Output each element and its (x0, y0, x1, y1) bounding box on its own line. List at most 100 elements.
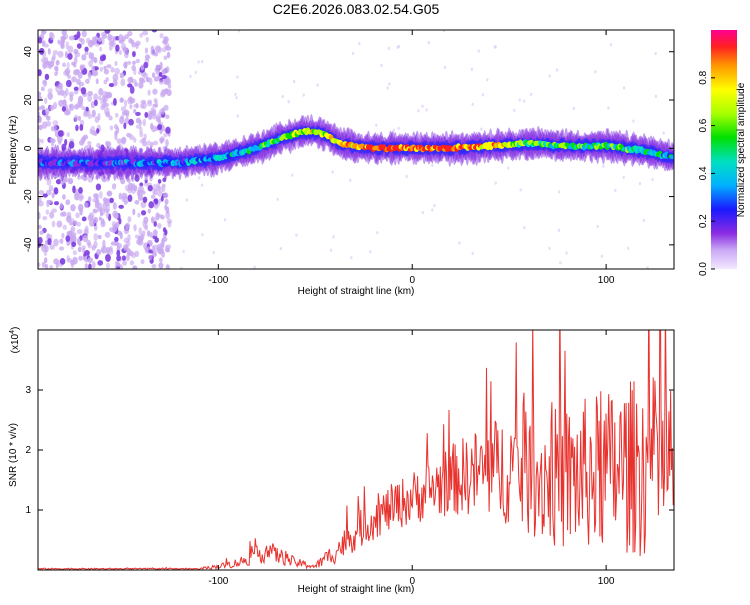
noise-speckle (163, 55, 168, 60)
noise-speckle (108, 82, 115, 88)
noise-speckle (134, 81, 138, 87)
noise-speckle (555, 68, 559, 72)
noise-speckle (646, 266, 649, 269)
noise-speckle (167, 84, 172, 89)
noise-speckle (122, 260, 127, 266)
colorbar: 0.0 0.2 0.4 0.6 0.8 Normalized spectral ampl… (698, 30, 747, 276)
noise-speckle (40, 105, 45, 110)
noise-speckle (153, 76, 160, 82)
noise-speckle (64, 51, 69, 59)
noise-speckle (46, 199, 53, 204)
noise-speckle (93, 240, 98, 249)
noise-speckle (142, 30, 149, 36)
noise-speckle (55, 59, 60, 66)
noise-speckle (95, 78, 99, 85)
noise-speckle (62, 194, 66, 200)
noise-speckle (100, 98, 104, 106)
snr-series-line (38, 330, 674, 570)
noise-speckle (131, 175, 135, 182)
noise-speckle (94, 175, 99, 180)
noise-speckle (81, 216, 87, 222)
noise-speckle (84, 225, 89, 234)
noise-speckle (39, 230, 44, 235)
noise-speckle (548, 246, 551, 250)
noise-speckle (38, 124, 43, 131)
noise-speckle (129, 260, 135, 266)
noise-speckle (123, 122, 127, 130)
snr-line-layer (38, 330, 674, 570)
noise-speckle (433, 204, 436, 208)
noise-speckle (57, 134, 63, 143)
noise-speckle (87, 71, 92, 78)
noise-speckle (78, 139, 85, 146)
noise-speckle (119, 97, 125, 103)
spectrogram-panel: -40 -20 0 20 40 -100 0 100 Height of straight … (8, 29, 675, 297)
snr-y-label: SNR (10 * v/v) (8, 423, 19, 487)
noise-speckle (120, 78, 126, 87)
noise-speckle (112, 202, 117, 210)
noise-speckle (73, 86, 79, 91)
noise-speckle (136, 170, 142, 175)
noise-speckle (417, 109, 420, 113)
noise-speckle (140, 64, 145, 71)
noise-speckle (80, 64, 85, 70)
noise-speckle (66, 148, 71, 157)
noise-speckle (135, 111, 141, 117)
noise-speckle (129, 104, 133, 109)
noise-speckle (151, 30, 158, 33)
noise-speckle (70, 225, 76, 233)
noise-speckle (350, 256, 353, 260)
noise-speckle (114, 112, 119, 118)
noise-speckle (156, 185, 161, 192)
noise-speckle (116, 255, 121, 262)
noise-speckle (123, 227, 129, 235)
noise-speckle (91, 130, 97, 136)
noise-speckle (71, 76, 77, 83)
noise-speckle (137, 193, 144, 201)
noise-speckle (97, 260, 104, 266)
noise-speckle (332, 235, 335, 239)
noise-speckle (139, 182, 144, 187)
noise-speckle (65, 79, 72, 88)
noise-speckle (143, 216, 149, 224)
noise-speckle (43, 43, 49, 48)
noise-speckle (143, 133, 147, 140)
noise-speckle (396, 45, 399, 49)
noise-speckle (57, 39, 61, 45)
noise-speckle (471, 251, 474, 255)
noise-speckle (113, 81, 118, 86)
noise-speckle (376, 231, 379, 235)
noise-speckle (161, 251, 166, 258)
noise-speckle (443, 65, 447, 70)
noise-speckle (157, 124, 163, 131)
noise-speckle (152, 187, 156, 196)
noise-speckle (52, 171, 58, 179)
noise-speckle (88, 60, 93, 68)
noise-speckle (138, 227, 142, 235)
noise-speckle (87, 39, 94, 48)
noise-speckle (96, 142, 101, 148)
noise-speckle (157, 118, 162, 125)
noise-speckle (123, 200, 128, 206)
noise-speckle (164, 204, 168, 211)
noise-speckle (351, 51, 355, 56)
noise-speckle (84, 46, 89, 53)
spectrogram-frame (37, 29, 675, 270)
noise-speckle (108, 248, 114, 255)
noise-speckle (548, 74, 551, 78)
noise-speckle (158, 80, 164, 85)
noise-speckle (135, 124, 142, 129)
noise-speckle (596, 224, 599, 229)
noise-speckle (131, 41, 137, 48)
noise-speckle (98, 95, 102, 101)
noise-speckle (116, 249, 121, 257)
noise-speckle (61, 105, 67, 112)
noise-speckle (116, 242, 123, 249)
noise-speckle (68, 103, 73, 110)
noise-speckle (88, 263, 92, 269)
noise-speckle (157, 223, 162, 229)
noise-speckle (62, 98, 67, 107)
noise-speckle (150, 49, 156, 56)
y-tick-label: 0 (23, 145, 34, 151)
noise-speckle (47, 237, 52, 246)
